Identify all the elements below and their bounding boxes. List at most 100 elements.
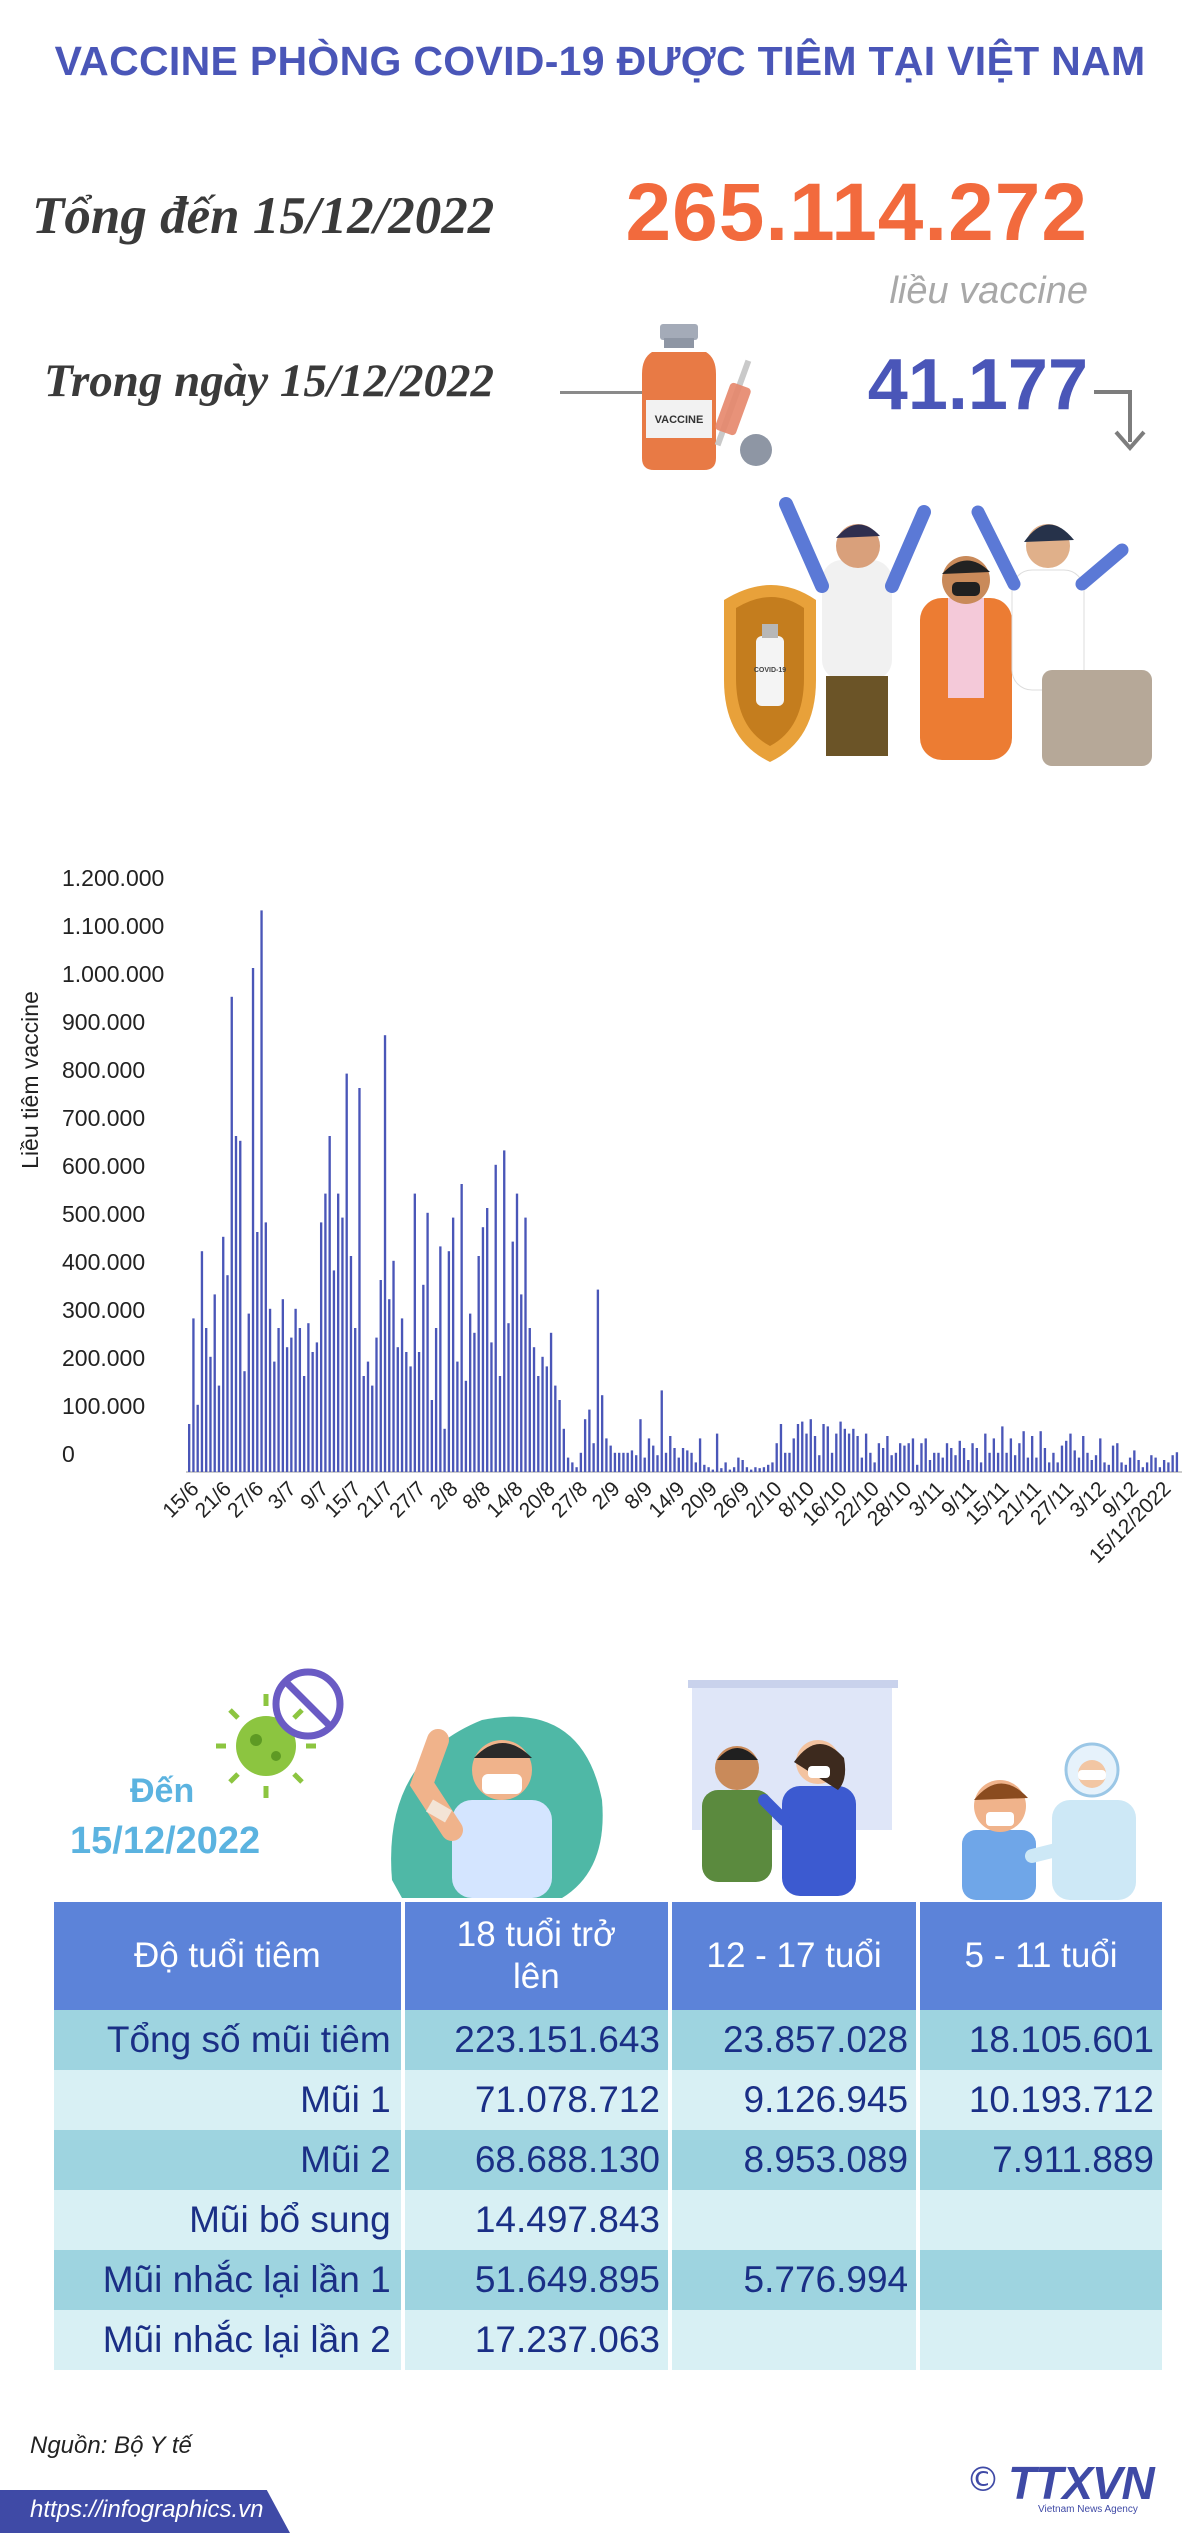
chart-bar: [771, 1462, 774, 1472]
chart-bar: [388, 1299, 391, 1472]
chart-bar: [941, 1457, 944, 1472]
chart-bar: [1077, 1457, 1081, 1472]
chart-bar: [515, 1193, 519, 1472]
chart-bar: [588, 1409, 591, 1472]
chart-bar: [285, 1347, 289, 1472]
chart-bar: [273, 1361, 276, 1472]
chart-bar: [886, 1436, 889, 1472]
table-cell: [670, 2190, 921, 2250]
table-header-row: Độ tuổi tiêm 18 tuổi trở lên 12 - 17 tuổ…: [54, 1902, 1162, 2010]
chart-bar: [205, 1328, 208, 1472]
table-cell: 14.497.843: [402, 2190, 673, 2250]
chart-bar: [430, 1400, 434, 1472]
chart-bar: [877, 1443, 881, 1472]
y-tick-label: 1.000.000: [62, 961, 164, 987]
chart-bar: [1158, 1467, 1162, 1472]
chart-bar: [613, 1452, 617, 1472]
chart-bar: [332, 1270, 336, 1472]
chart-bar: [698, 1438, 702, 1472]
chart-bar: [758, 1468, 761, 1472]
chart-bar: [1116, 1443, 1119, 1472]
child-vaccination-illustration: [962, 1742, 1136, 1900]
chart-bar: [554, 1385, 557, 1472]
chart-bar: [375, 1337, 378, 1472]
chart-bar: [686, 1450, 689, 1472]
chart-bar: [571, 1462, 574, 1472]
chart-bar: [881, 1448, 885, 1472]
adult-vaccinated-illustration: [391, 1716, 603, 1898]
virus-crossed-icon: [216, 1668, 344, 1798]
x-tick-label: 27/6: [223, 1477, 268, 1522]
chart-bar: [609, 1445, 612, 1472]
row-label: Mũi bổ sung: [54, 2190, 405, 2250]
table-cell: 5.776.994: [670, 2250, 921, 2310]
chart-bar: [503, 1150, 506, 1472]
x-tick-label: 27/7: [385, 1477, 430, 1522]
day-value: 41.177: [867, 345, 1088, 425]
chart-bar: [1133, 1450, 1136, 1472]
chart-bar: [575, 1467, 578, 1472]
chart-bar: [319, 1222, 323, 1472]
table-cell: 10.193.712: [918, 2070, 1162, 2130]
chart-bar: [456, 1361, 459, 1472]
chart-bar: [775, 1443, 778, 1472]
chart-bar: [890, 1455, 893, 1472]
chart-bar: [1035, 1457, 1038, 1472]
row-label: Tổng số mũi tiêm: [54, 2010, 405, 2070]
chart-bar: [996, 1452, 1000, 1472]
chart-bar: [234, 1136, 238, 1472]
chart-bar: [260, 910, 263, 1472]
chart-bar: [916, 1464, 919, 1472]
chart-bar: [469, 1313, 472, 1472]
chart-bar: [1018, 1443, 1021, 1472]
chart-bar: [984, 1433, 987, 1472]
total-label: Tổng đến 15/12/2022: [32, 187, 495, 245]
table-cell: 223.151.643: [402, 2010, 673, 2070]
chart-bar: [724, 1462, 727, 1472]
table-row: Mũi 1 71.078.712 9.126.945 10.193.712: [54, 2070, 1162, 2130]
connector-line: [560, 391, 646, 394]
chart-bar: [737, 1457, 740, 1472]
chart-bar: [1022, 1431, 1025, 1472]
chart-bar: [745, 1467, 749, 1472]
chart-bar: [937, 1452, 940, 1472]
vial-label: VACCINE: [655, 414, 704, 426]
chart-bar: [473, 1332, 476, 1472]
chart-bar: [1026, 1457, 1030, 1472]
table-header: Độ tuổi tiêm: [54, 1902, 405, 2010]
chart-bar: [920, 1443, 923, 1472]
chart-bar: [1001, 1426, 1004, 1472]
chart-bar: [447, 1251, 451, 1472]
website-link[interactable]: https://infographics.vn: [30, 2496, 264, 2523]
table-cell: 18.105.601: [918, 2010, 1162, 2070]
chart-bar: [720, 1468, 723, 1472]
chart-bar: [1082, 1436, 1085, 1472]
chart-bar: [413, 1193, 416, 1472]
ttxvn-logo: TTXVN: [1008, 2457, 1155, 2509]
chart-bar: [830, 1452, 834, 1472]
chart-bar: [1065, 1440, 1068, 1472]
chart-bar: [392, 1260, 395, 1472]
chart-bar: [562, 1428, 565, 1472]
chart-bar: [1048, 1462, 1051, 1472]
chart-bar: [579, 1452, 583, 1472]
chart-bar: [383, 1035, 387, 1472]
chart-bar: [1124, 1464, 1127, 1472]
chart-bar: [298, 1328, 302, 1472]
total-value: 265.114.272: [625, 167, 1088, 258]
chart-bar: [302, 1376, 306, 1472]
chart-bar: [520, 1294, 523, 1472]
chart-bar: [826, 1426, 829, 1472]
chart-bar: [779, 1424, 783, 1472]
chart-bar: [1073, 1450, 1076, 1472]
chart-bar: [247, 1313, 250, 1472]
chart-bar: [464, 1380, 468, 1472]
chart-bar: [690, 1452, 693, 1472]
chart-bar: [486, 1208, 489, 1472]
chart-bar: [975, 1448, 978, 1472]
chart-bar: [405, 1352, 408, 1472]
chart-bar: [379, 1280, 382, 1472]
table-cell: [918, 2250, 1162, 2310]
table-row: Mũi 2 68.688.130 8.953.089 7.911.889: [54, 2130, 1162, 2190]
chart-bar: [788, 1452, 791, 1472]
